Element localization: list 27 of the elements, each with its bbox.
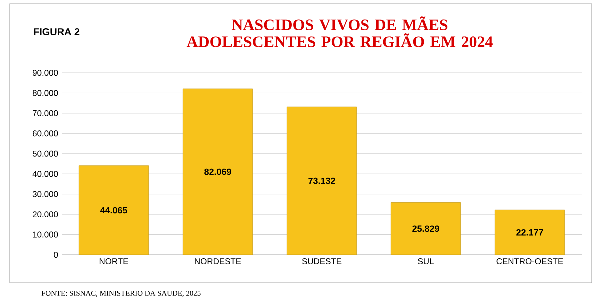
bar bbox=[390, 202, 462, 255]
x-tick-label: NORTE bbox=[100, 258, 128, 265]
y-tick-label: 80.000 bbox=[32, 90, 58, 96]
y-tick-label: 50.000 bbox=[32, 150, 58, 157]
data-label: 22.177 bbox=[516, 229, 544, 236]
y-tick-label: 30.000 bbox=[32, 191, 58, 198]
data-label: 44.065 bbox=[100, 207, 128, 214]
y-tick-label: 90.000 bbox=[32, 70, 58, 76]
data-label: 25.829 bbox=[412, 226, 440, 232]
bar bbox=[494, 210, 566, 255]
bar bbox=[182, 88, 254, 255]
data-label: 73.132 bbox=[308, 178, 336, 184]
data-label: 82.069 bbox=[204, 168, 232, 176]
y-tick-label: 70.000 bbox=[33, 110, 58, 116]
y-tick-label: 20.000 bbox=[33, 212, 58, 218]
x-tick-label: NORDESTE bbox=[195, 258, 242, 265]
y-tick-label: 0 bbox=[54, 252, 58, 258]
bar bbox=[78, 166, 150, 255]
text: FIGURA 2 bbox=[34, 28, 80, 36]
y-tick-label: 10.000 bbox=[33, 232, 58, 238]
y-tick-label: 40.000 bbox=[32, 171, 58, 178]
x-tick-label: SUDESTE bbox=[302, 258, 342, 265]
y-tick-label: 60.000 bbox=[33, 130, 58, 137]
chart-title: NASCIDOS VIVOS DE MÃES ADOLESCENTES POR REGIÃO EM 2024 bbox=[186, 16, 493, 48]
x-tick-label: CENTRO-OESTE bbox=[496, 258, 564, 265]
x-tick-label: SUL bbox=[418, 258, 434, 265]
bar bbox=[286, 106, 358, 255]
